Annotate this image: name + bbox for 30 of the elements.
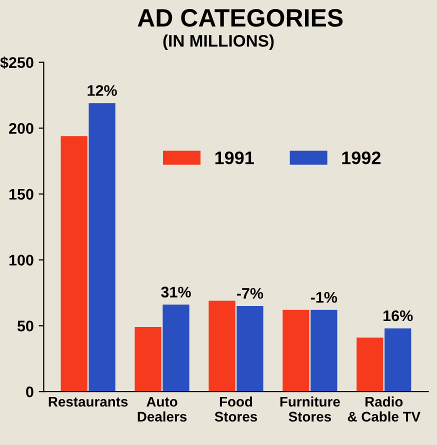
x-tick-label: Furniture Stores bbox=[280, 396, 340, 422]
legend-label: 1992 bbox=[342, 151, 381, 164]
bar bbox=[236, 306, 264, 392]
bar bbox=[310, 310, 338, 392]
bar bbox=[384, 328, 412, 392]
chart-subtitle: (IN MILLIONS) bbox=[163, 34, 274, 50]
bar bbox=[356, 338, 384, 392]
x-tick-label: Auto Dealers bbox=[138, 396, 187, 422]
x-tick-label: Radio & Cable TV bbox=[348, 396, 420, 422]
y-tick-label: $250 bbox=[0, 56, 34, 69]
x-tick-label: Restaurants bbox=[48, 396, 128, 407]
bar bbox=[134, 327, 162, 392]
y-tick-label: 50 bbox=[17, 320, 34, 332]
annotation: -1% bbox=[310, 292, 338, 303]
bar bbox=[162, 304, 190, 392]
bar bbox=[88, 103, 116, 392]
annotation: 31% bbox=[161, 286, 191, 298]
y-tick-label: 100 bbox=[9, 254, 34, 266]
bar bbox=[60, 136, 88, 392]
y-tick-label: 0 bbox=[26, 386, 34, 398]
annotation: 12% bbox=[88, 85, 117, 96]
annotation: -7% bbox=[236, 288, 264, 299]
annotation: 16% bbox=[384, 310, 413, 322]
y-tick-label: 200 bbox=[9, 123, 34, 134]
legend-label: 1991 bbox=[215, 151, 254, 164]
y-tick-label: 150 bbox=[9, 188, 34, 200]
x-tick-label: Food Stores bbox=[214, 396, 258, 422]
chart-title: AD CATEGORIES bbox=[138, 9, 343, 27]
bar bbox=[282, 310, 310, 392]
bar bbox=[208, 300, 236, 392]
